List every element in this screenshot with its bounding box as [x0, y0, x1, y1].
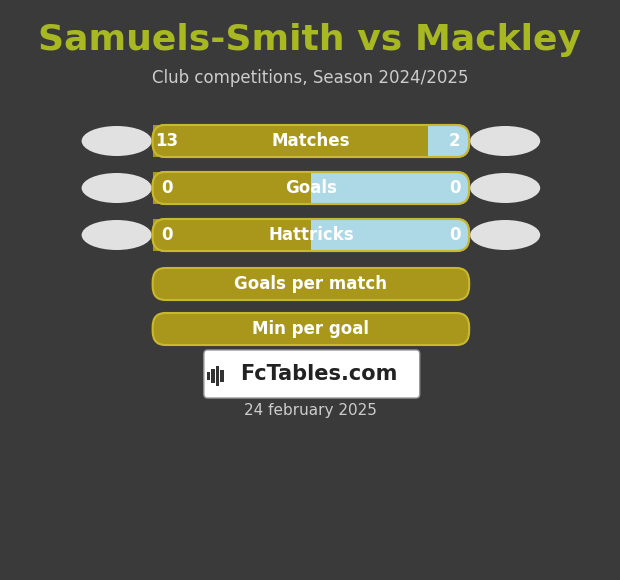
Text: Club competitions, Season 2024/2025: Club competitions, Season 2024/2025 [152, 69, 468, 87]
Text: 13: 13 [156, 132, 179, 150]
FancyBboxPatch shape [153, 219, 469, 251]
Text: Matches: Matches [272, 132, 350, 150]
Ellipse shape [470, 173, 540, 203]
Bar [211, 369, 215, 383]
Text: Goals: Goals [285, 179, 337, 197]
FancyBboxPatch shape [153, 172, 469, 204]
Text: Goals per match: Goals per match [234, 275, 388, 293]
Bar [153, 219, 311, 251]
Text: Samuels-Smith vs Mackley: Samuels-Smith vs Mackley [38, 23, 582, 57]
Ellipse shape [470, 220, 540, 250]
FancyBboxPatch shape [153, 219, 469, 251]
FancyBboxPatch shape [153, 313, 469, 345]
Ellipse shape [82, 126, 152, 156]
FancyBboxPatch shape [153, 125, 469, 157]
Ellipse shape [470, 126, 540, 156]
Text: 0: 0 [161, 226, 173, 244]
Ellipse shape [82, 173, 152, 203]
Text: 0: 0 [449, 179, 461, 197]
FancyBboxPatch shape [153, 268, 469, 300]
Bar [153, 125, 428, 157]
FancyBboxPatch shape [204, 350, 420, 398]
Bar [220, 370, 224, 382]
Text: 0: 0 [161, 179, 173, 197]
Ellipse shape [82, 220, 152, 250]
Text: 2: 2 [449, 132, 461, 150]
FancyBboxPatch shape [153, 219, 469, 251]
Bar [153, 172, 311, 204]
Text: Hattricks: Hattricks [268, 226, 354, 244]
Bar [206, 372, 210, 380]
FancyBboxPatch shape [153, 172, 469, 204]
FancyBboxPatch shape [153, 125, 469, 157]
Text: FcTables.com: FcTables.com [241, 364, 397, 384]
FancyBboxPatch shape [153, 125, 469, 157]
Bar [216, 366, 219, 386]
Text: 0: 0 [449, 226, 461, 244]
Text: Min per goal: Min per goal [252, 320, 370, 338]
Text: 24 february 2025: 24 february 2025 [244, 403, 376, 418]
FancyBboxPatch shape [153, 172, 469, 204]
